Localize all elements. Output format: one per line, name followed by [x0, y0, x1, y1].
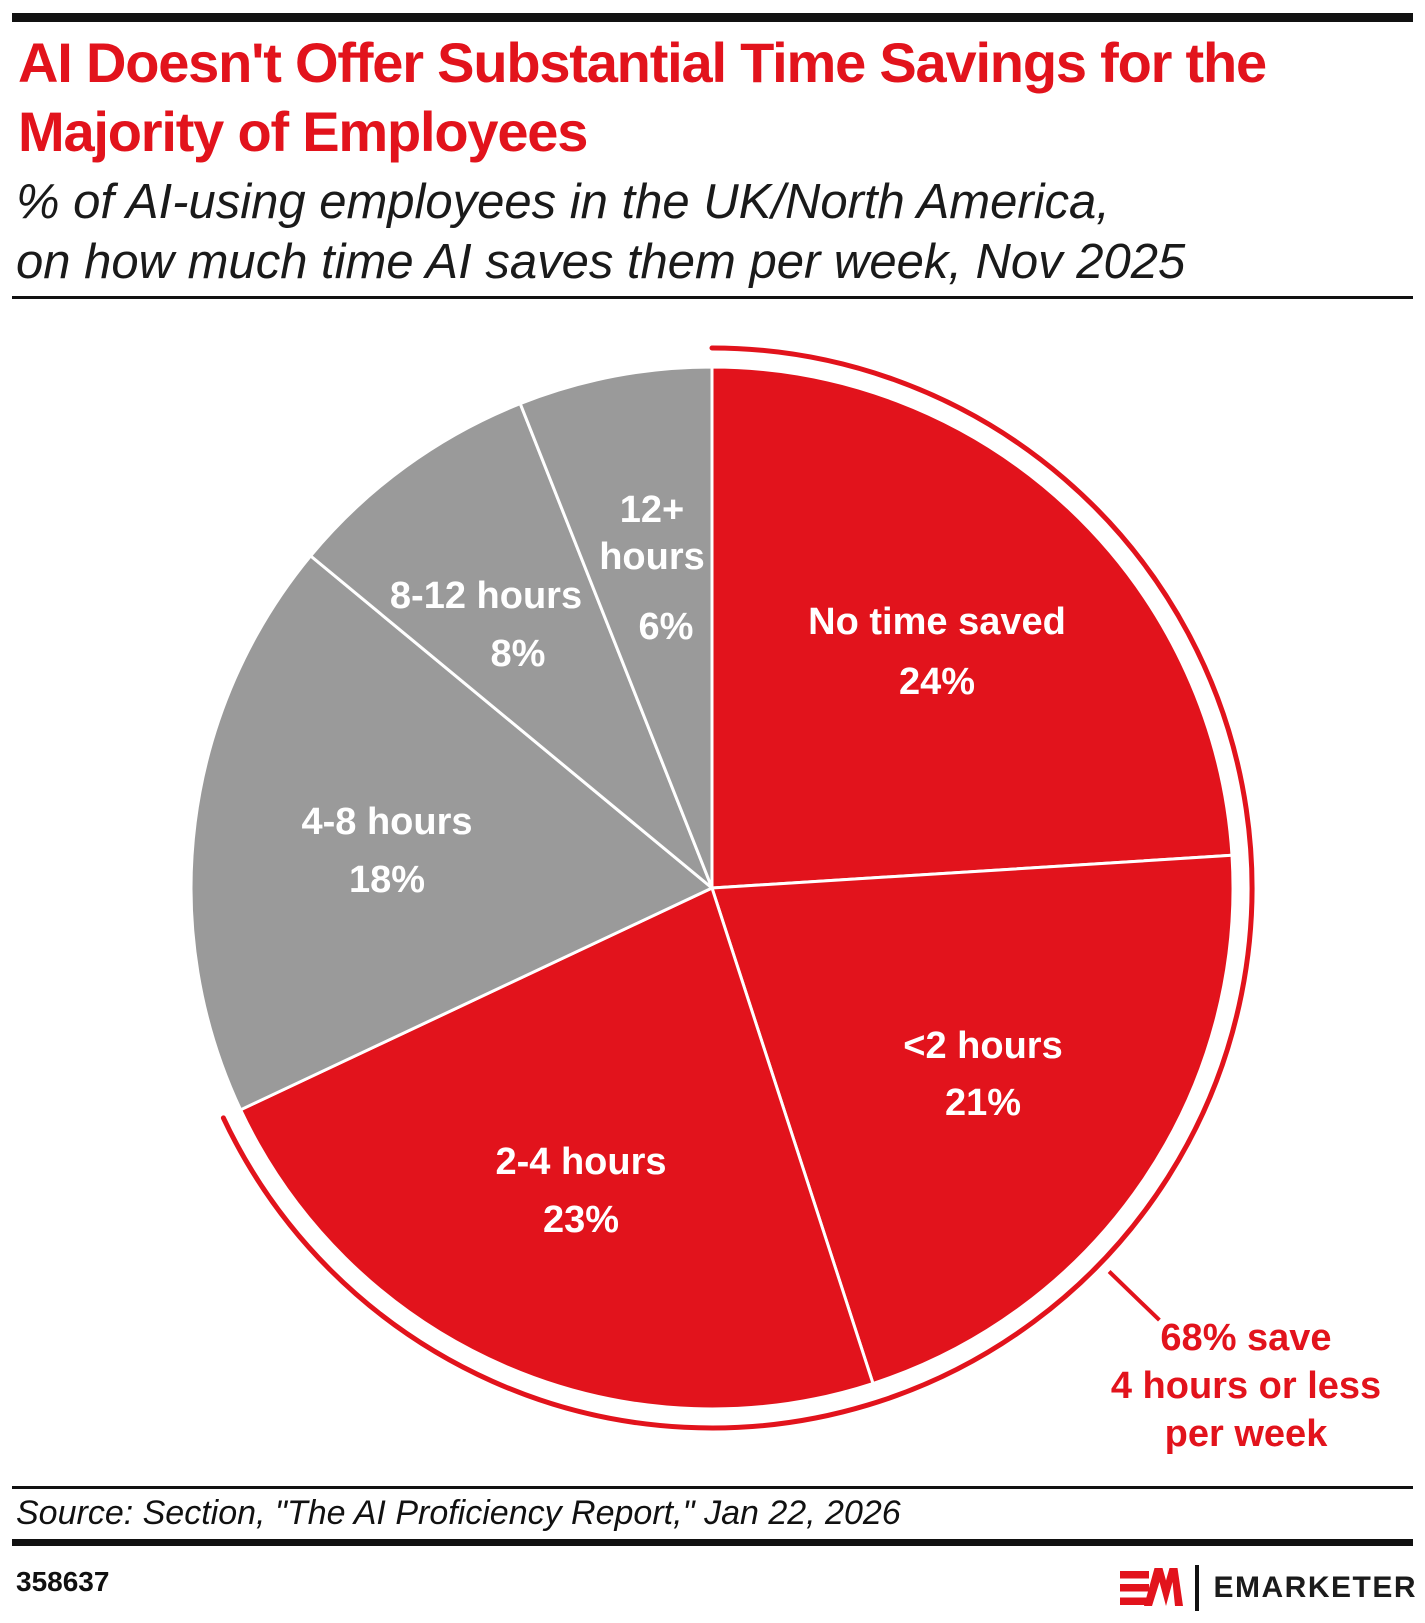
top-accent-bar [12, 13, 1413, 22]
chart-title-line-1: AI Doesn't Offer Substantial Time Saving… [18, 31, 1267, 94]
brand-wordmark: EMARKETER [1213, 1571, 1417, 1604]
pie-slice--2-hours [710, 853, 1235, 1385]
slice-label: <2 hours [903, 1025, 1062, 1067]
annotation-line-3: per week [1164, 1413, 1328, 1455]
pie-slice-12+-hours [518, 365, 714, 890]
emarketer-logo-icon [1120, 1568, 1184, 1606]
annotation-callout-text: 68% save 4 hours or less per week [1016, 1314, 1425, 1458]
header-divider [12, 296, 1413, 299]
slice-label: hours [599, 536, 705, 578]
pie-slice-no-time-saved [710, 365, 1234, 890]
slice-label: 12+ [620, 489, 684, 531]
slice-label: 2-4 hours [495, 1141, 666, 1183]
chart-area: No time saved 24% <2 hours 21% 2-4 hours 23% 4… [0, 300, 1425, 1460]
chart-title-line-2: Majority of Employees [18, 100, 588, 163]
callout-line [1107, 1270, 1161, 1322]
highlight-arc [220, 345, 1255, 1431]
chart-subtitle: % of AI-using employees in the UK/North … [16, 172, 1185, 292]
pie-slice-4-8-hours [189, 554, 714, 1112]
pie-chart: No time saved 24% <2 hours 21% 2-4 hours 23% 4… [189, 345, 1255, 1431]
slice-label: No time saved [808, 601, 1066, 643]
chart-subtitle-line-2: on how much time AI saves them per week,… [16, 235, 1186, 289]
logo-separator-bar [1195, 1565, 1200, 1611]
footer-divider-thin [12, 1486, 1413, 1489]
slice-label: 4-8 hours [301, 801, 472, 843]
slice-label: 23% [543, 1199, 619, 1241]
slice-label: 8% [491, 633, 546, 675]
slice-label: 6% [639, 606, 694, 648]
pie-slice-2-4-hours [239, 886, 875, 1411]
chart-id: 358637 [16, 1566, 110, 1597]
footer-divider-thick [12, 1539, 1413, 1546]
chart-title: AI Doesn't Offer Substantial Time Saving… [18, 28, 1267, 166]
slice-label: 18% [349, 859, 425, 901]
slice-label: 8-12 hours [390, 575, 582, 617]
annotation-line-2: 4 hours or less [1110, 1365, 1382, 1407]
slice-label: 24% [899, 661, 975, 703]
emarketer-logo: EMARKETER [1120, 1562, 1417, 1614]
annotation-line-1: 68% save [1160, 1317, 1332, 1359]
pie-slice-8-12-hours [309, 402, 714, 890]
slice-label: 21% [945, 1082, 1021, 1124]
chart-subtitle-line-1: % of AI-using employees in the UK/North … [16, 175, 1110, 229]
source-note: Source: Section, "The AI Proficiency Rep… [16, 1494, 901, 1532]
